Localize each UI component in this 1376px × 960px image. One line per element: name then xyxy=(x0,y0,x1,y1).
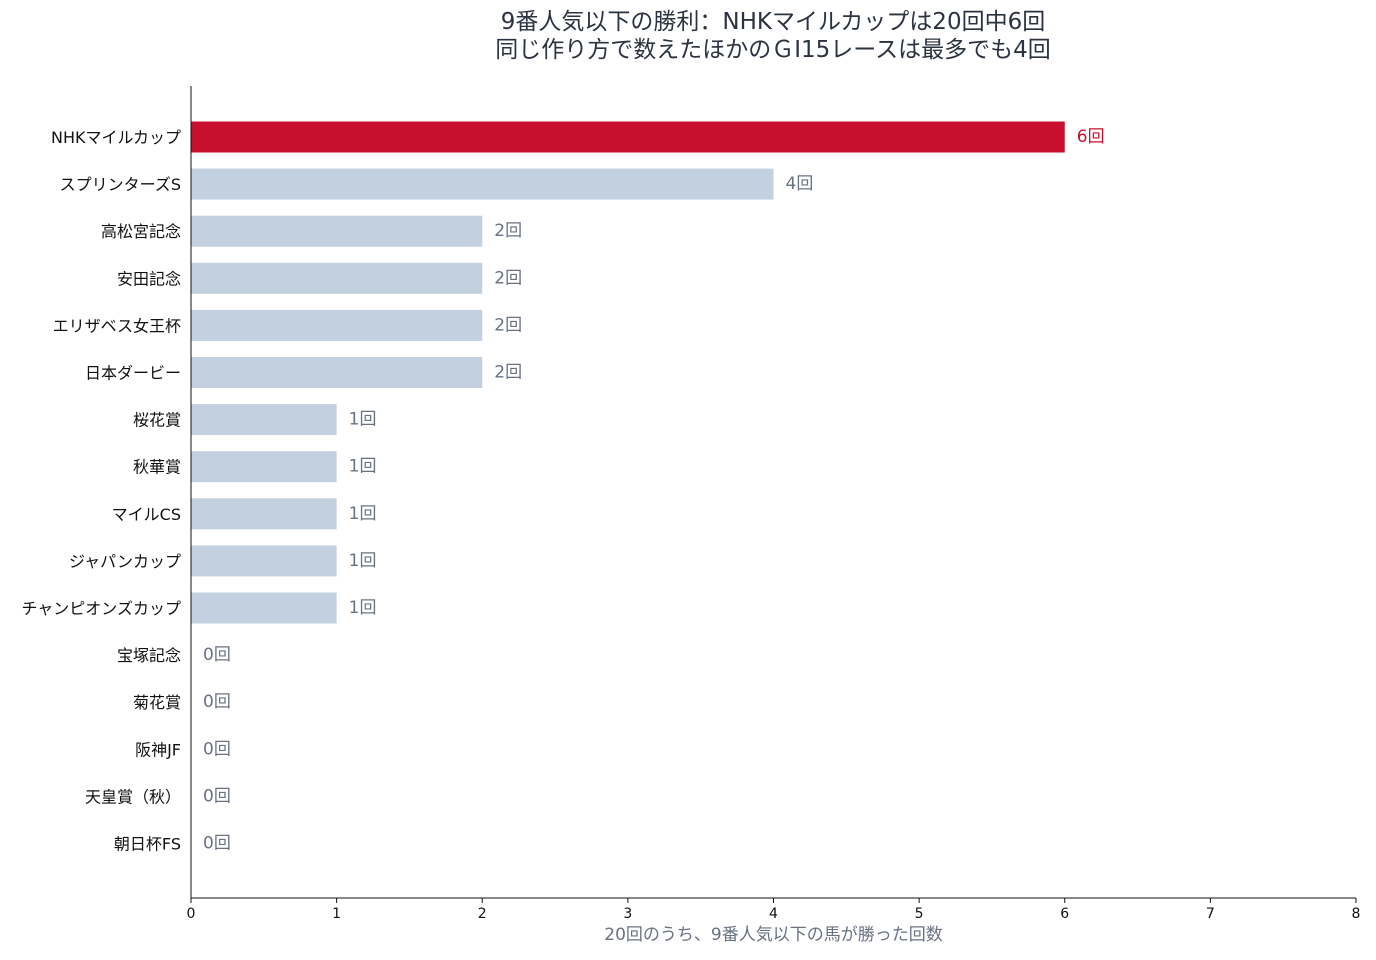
category-label: ジャパンカップ xyxy=(69,552,181,571)
value-label: 0回 xyxy=(203,786,231,806)
bar-8 xyxy=(191,498,337,530)
bar-10 xyxy=(191,592,337,624)
category-label: 安田記念 xyxy=(117,269,181,288)
value-label: 2回 xyxy=(494,268,522,288)
category-label: スプリンターズS xyxy=(60,175,181,194)
value-label: 1回 xyxy=(349,504,377,524)
bar-2 xyxy=(191,215,483,247)
chart-title: 9番人気以下の勝利：NHKマイルカップは20回中6回 同じ作り方で数えたほかのＧ… xyxy=(0,8,1376,64)
x-tick-label: 4 xyxy=(769,906,778,922)
category-label: エリザベス女王杯 xyxy=(53,316,181,335)
value-label: 2回 xyxy=(494,363,522,383)
value-label: 6回 xyxy=(1077,127,1105,147)
x-tick-label: 7 xyxy=(1206,906,1215,922)
bar-1 xyxy=(191,168,774,200)
value-label: 0回 xyxy=(203,645,231,665)
x-tick-label: 0 xyxy=(187,906,196,922)
bar-4 xyxy=(191,309,483,341)
value-label: 1回 xyxy=(349,598,377,618)
category-label: 日本ダービー xyxy=(85,364,181,383)
value-label: 2回 xyxy=(494,221,522,241)
bars-group xyxy=(191,121,1065,624)
value-label: 1回 xyxy=(349,551,377,571)
chart-title-line-2: 同じ作り方で数えたほかのＧⅠ15レースは最多でも4回 xyxy=(495,37,1051,63)
chart-title-line-1: 9番人気以下の勝利：NHKマイルカップは20回中6回 xyxy=(500,9,1046,35)
bar-7 xyxy=(191,451,337,483)
x-ticks: 0 1 2 3 4 5 6 7 8 xyxy=(187,898,1361,922)
category-label: 宝塚記念 xyxy=(117,646,181,665)
bar-3 xyxy=(191,262,483,294)
category-label: 菊花賞 xyxy=(133,693,181,712)
category-label: 秋華賞 xyxy=(133,458,181,477)
x-tick-label: 1 xyxy=(332,906,341,922)
x-axis-title: 20回のうち、9番人気以下の馬が勝った回数 xyxy=(604,925,942,945)
value-label: 2回 xyxy=(494,315,522,335)
x-tick-label: 3 xyxy=(623,906,632,922)
value-label: 4回 xyxy=(786,174,814,194)
value-label: 1回 xyxy=(349,457,377,477)
value-label: 0回 xyxy=(203,692,231,712)
bar-5 xyxy=(191,357,483,388)
category-label: 桜花賞 xyxy=(133,411,181,430)
x-tick-label: 5 xyxy=(915,906,924,922)
value-label: 1回 xyxy=(349,410,377,430)
bar-0 xyxy=(191,121,1065,153)
bar-6 xyxy=(191,404,337,436)
category-label: マイルCS xyxy=(112,505,181,524)
bar-9 xyxy=(191,545,337,577)
x-tick-label: 8 xyxy=(1352,906,1361,922)
category-label: NHKマイルカップ xyxy=(51,128,181,147)
category-label: 朝日杯FS xyxy=(114,835,181,854)
x-tick-label: 2 xyxy=(478,906,487,922)
category-label: チャンピオンズカップ xyxy=(21,599,181,618)
category-label: 高松宮記念 xyxy=(101,222,181,241)
category-label: 阪神JF xyxy=(135,740,181,759)
value-label: 0回 xyxy=(203,739,231,759)
x-tick-label: 6 xyxy=(1060,906,1069,922)
value-labels: 6回 4回 2回 2回 2回 2回 1回 1回 1回 1回 1回 0回 0回 0回 0回 0回 xyxy=(203,127,1105,854)
value-label: 0回 xyxy=(203,834,231,854)
category-label: 天皇賞（秋） xyxy=(85,787,181,806)
